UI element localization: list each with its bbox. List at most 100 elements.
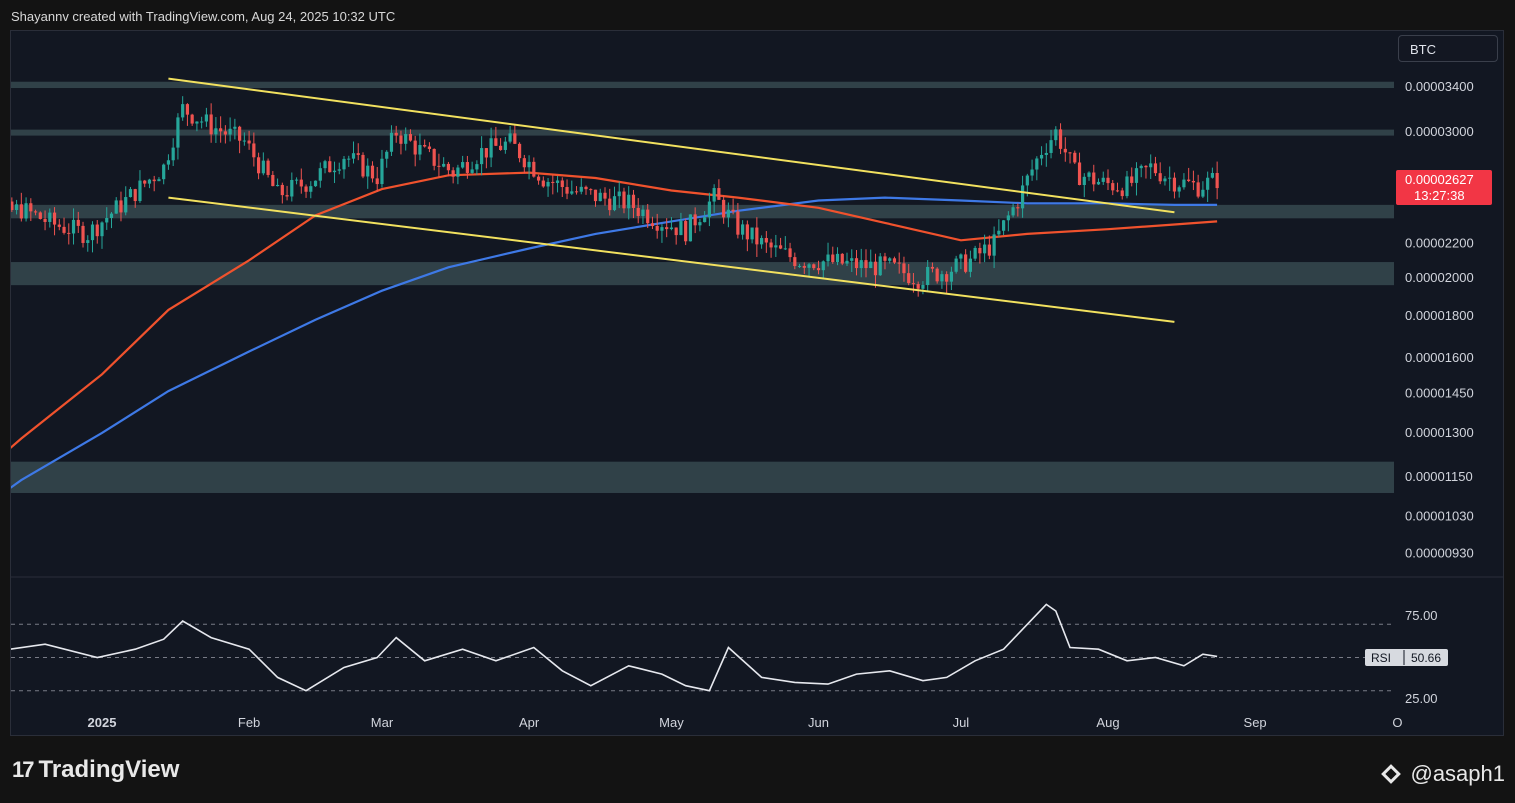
candle-body [195, 121, 199, 124]
candle-body [328, 161, 332, 173]
candle-body [57, 224, 61, 227]
rsi-legend-name: RSI [1371, 651, 1391, 665]
channel-line [168, 196, 1175, 323]
candle-body [351, 153, 356, 159]
candle-body [764, 238, 768, 243]
candle-body [641, 209, 645, 217]
candle-body [665, 227, 669, 230]
price-tick-label: 0.00002000 [1405, 270, 1474, 285]
candle-body [703, 217, 707, 223]
last-price-countdown: 13:27:38 [1414, 188, 1465, 203]
zone-band [11, 129, 1394, 136]
candle-body [930, 266, 935, 269]
candle-body [565, 187, 569, 194]
candle-body [992, 234, 996, 256]
chart-credit: Shayannv created with TradingView.com, A… [11, 9, 396, 24]
rsi-pane[interactable]: 75.00 25.00 RSI 50.66 [11, 603, 1448, 706]
candle-body [873, 261, 878, 276]
candle-body [81, 225, 85, 243]
price-tick-label: 0.00001800 [1405, 308, 1474, 323]
candle-body [380, 158, 384, 185]
candle-body [631, 194, 636, 208]
candle-body [105, 217, 109, 223]
candle-body [484, 148, 488, 158]
candle-body [935, 268, 939, 282]
candle-body [465, 162, 469, 173]
candle-body [831, 254, 835, 263]
candle-body [712, 188, 716, 202]
ma-long-line [11, 196, 1218, 489]
candle-body [370, 165, 375, 179]
candle-body [1182, 179, 1186, 188]
candle-body [86, 240, 90, 243]
candle-body [470, 169, 474, 173]
candle-body [304, 186, 308, 192]
candle-body [1172, 177, 1177, 192]
candle-body [95, 224, 99, 237]
candle-body [451, 170, 455, 177]
rsi-tick-label: 75.00 [1405, 608, 1438, 623]
candle-body [413, 140, 417, 155]
price-tick-label: 0.00002200 [1405, 236, 1474, 251]
candle-body [228, 128, 232, 135]
candle-body [48, 212, 52, 222]
candle-body [242, 140, 246, 142]
candle-body [1016, 207, 1020, 209]
candle-body [527, 161, 531, 168]
candle-body [1168, 177, 1172, 179]
candle-body [717, 188, 721, 200]
candle-body [1144, 165, 1148, 168]
rsi-line [11, 603, 1218, 692]
candle-body [636, 207, 640, 217]
symbol-selector[interactable]: BTC [1398, 35, 1498, 62]
candle-body [897, 262, 901, 264]
candle-body [722, 199, 726, 218]
candle-body [674, 227, 678, 236]
candle-body [693, 214, 697, 226]
candle-body [864, 260, 868, 269]
candle-body [1158, 173, 1162, 182]
candle-body [973, 247, 977, 259]
candle-body [1125, 176, 1129, 197]
candle-body [584, 186, 588, 190]
candle-body [1163, 178, 1167, 182]
time-tick-label: O [1392, 715, 1402, 730]
candle-body [432, 148, 436, 166]
candle-body [608, 198, 612, 211]
candle-body [574, 191, 579, 193]
candle-body [90, 224, 95, 241]
candle-body [807, 264, 811, 268]
candle-body [399, 135, 403, 144]
candle-body [204, 114, 208, 122]
zone-band [11, 81, 1394, 89]
candle-body [494, 138, 498, 146]
candle-body [309, 186, 313, 192]
candle-body [290, 179, 294, 197]
candle-body [200, 121, 204, 123]
candle-body [959, 254, 963, 259]
candle-body [271, 174, 275, 187]
candle-body [1082, 176, 1086, 185]
candle-body [869, 261, 873, 269]
candle-body [356, 153, 360, 155]
candle-body [835, 253, 840, 263]
candle-body [802, 265, 806, 268]
chart-area[interactable]: 0.00003400 0.00003000 0.00002200 0.00002000… [10, 30, 1504, 736]
candle-body [1153, 163, 1158, 174]
candle-body [593, 189, 598, 202]
candle-body [940, 274, 944, 282]
candle-body [361, 154, 365, 177]
price-pane[interactable]: 0.00003400 0.00003000 0.00002200 0.00002000… [11, 77, 1492, 561]
time-axis: 2025 Feb Mar Apr May Jun Jul Aug Sep O [88, 715, 1403, 730]
candle-body [878, 256, 882, 276]
candle-body [921, 284, 925, 289]
chart-canvas[interactable]: 0.00003400 0.00003000 0.00002200 0.00002000… [11, 31, 1504, 736]
last-price-value: 0.00002627 [1405, 172, 1474, 187]
candle-body [252, 143, 256, 158]
candle-body [1106, 177, 1110, 184]
candle-body [916, 284, 920, 289]
candle-body [570, 191, 574, 194]
candle-body [337, 169, 341, 171]
candle-body [427, 146, 432, 149]
candle-body [669, 227, 674, 230]
